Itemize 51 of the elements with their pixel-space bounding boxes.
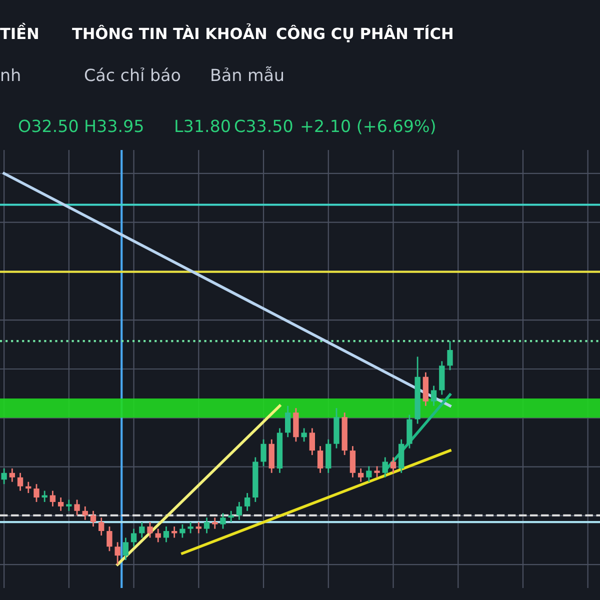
candlestick: [390, 456, 396, 474]
text: +2.10 (+6.69%): [302, 119, 435, 134]
candlestick: [374, 466, 380, 478]
text: THÔNG TIN TÀI KHOẢN: [72, 23, 266, 40]
text: CÔNG CỤ PHÂN TÍCH: [276, 24, 452, 42]
candlestick: [204, 516, 210, 534]
candlestick: [58, 496, 64, 512]
candlestick: [90, 510, 96, 528]
candlestick: [212, 516, 218, 530]
candlestick: [139, 521, 145, 538]
candlestick: [50, 490, 56, 508]
candlestick: [74, 499, 80, 516]
candlestick: [358, 468, 364, 483]
candlestick: [82, 506, 88, 521]
text: Các chỉ báo: [84, 68, 180, 82]
candlestick: [366, 466, 372, 483]
candlestick: [236, 501, 242, 521]
candlestick: [66, 499, 72, 512]
candlestick: [180, 524, 186, 538]
candlestick: [9, 468, 15, 483]
candlestick: [430, 385, 437, 407]
candlestick: [114, 541, 120, 566]
candlestick: [285, 405, 291, 438]
candlestick: [196, 521, 202, 534]
text: O32.50: [18, 120, 78, 132]
candlestick: [220, 512, 226, 530]
candlestick: [171, 526, 178, 538]
candlestick: [260, 438, 266, 467]
candlestick: [350, 445, 356, 478]
text: nh: [2, 68, 20, 81]
text: H33.95: [86, 120, 143, 132]
candlestick: [1, 468, 7, 485]
candlestick: [98, 516, 104, 536]
candlestick: [317, 445, 324, 474]
text: C33.50: [234, 120, 292, 132]
candlestick: [106, 526, 112, 552]
text: Bản mẫu: [212, 66, 284, 82]
candlestick: [309, 428, 315, 456]
candlestick: [34, 483, 40, 503]
candlestick: [17, 472, 24, 492]
candlestick: [228, 510, 234, 523]
text: TIỀN: [0, 22, 38, 39]
candlestick: [244, 492, 250, 512]
candlestick: [188, 521, 194, 534]
candlestick: [301, 428, 307, 442]
candlestick: [130, 528, 137, 548]
text: L31.80: [176, 120, 230, 132]
candlestick: [147, 521, 153, 538]
candlestick: [163, 526, 170, 543]
candlestick: [447, 340, 453, 371]
candlestick: [122, 537, 129, 561]
